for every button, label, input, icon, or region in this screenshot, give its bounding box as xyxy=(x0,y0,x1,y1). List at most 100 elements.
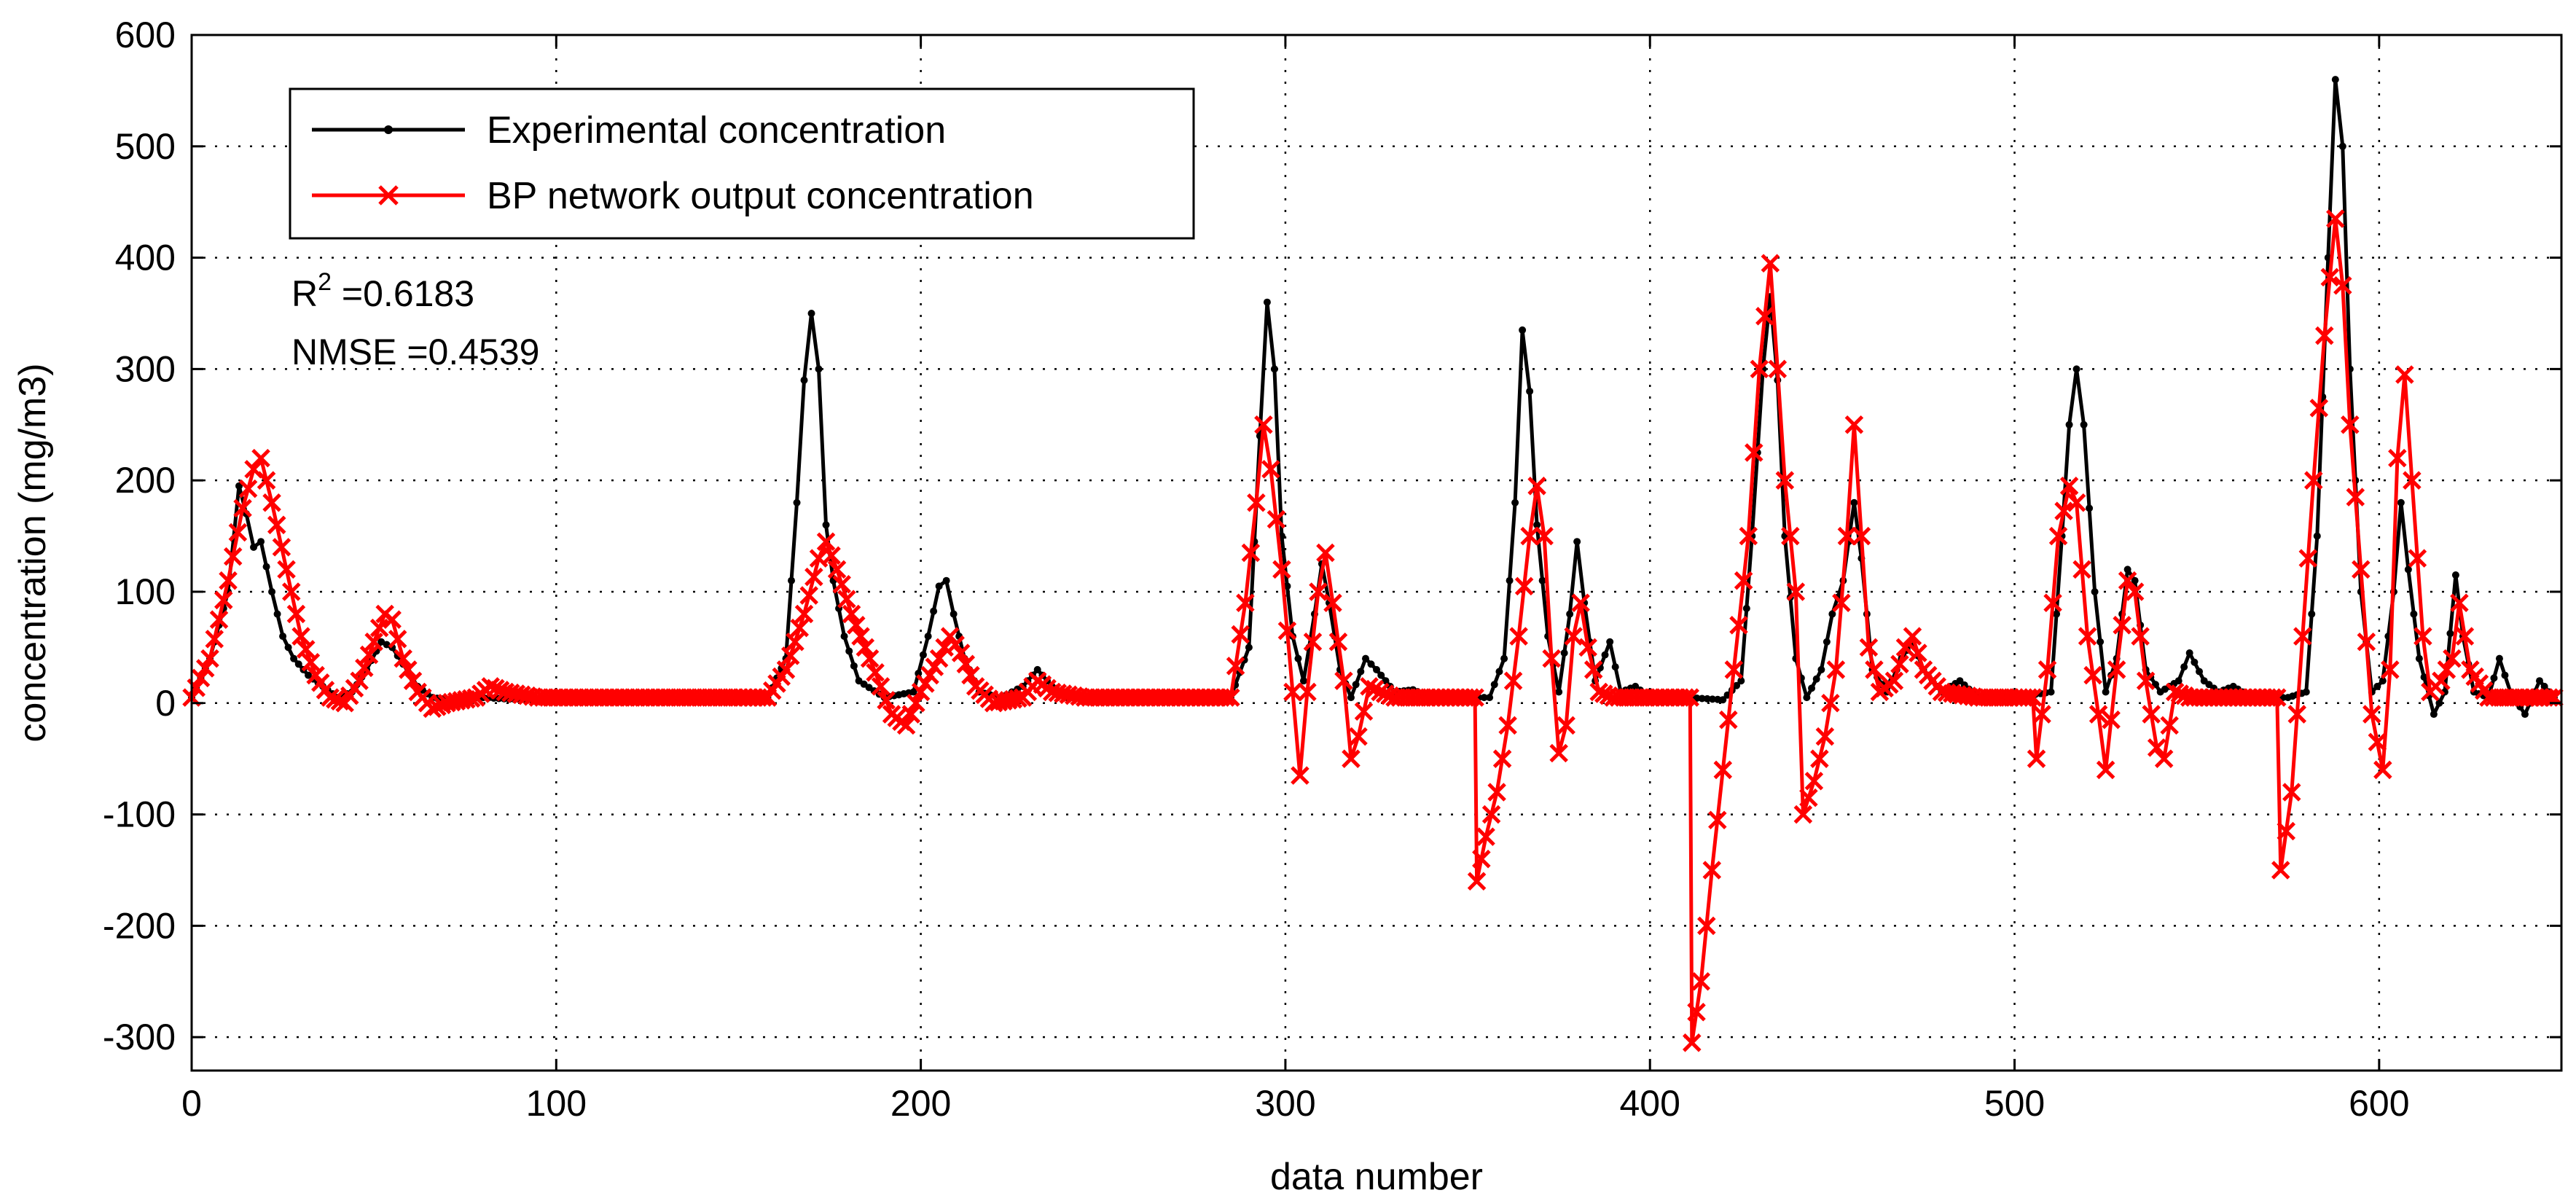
bp-point xyxy=(1492,749,1512,768)
experimental-point xyxy=(1808,684,1816,692)
experimental-point xyxy=(850,662,858,670)
bp-point xyxy=(2118,571,2137,590)
bp-point xyxy=(816,532,836,551)
experimental-point xyxy=(1606,638,1614,646)
nmse-annotation: NMSE =0.4539 xyxy=(291,332,539,372)
bp-point xyxy=(2170,684,2190,703)
experimental-point xyxy=(1263,298,1271,306)
bp-point xyxy=(403,671,423,690)
bp-point xyxy=(2432,671,2451,690)
bp-point xyxy=(281,582,301,601)
experimental-point xyxy=(2397,498,2405,506)
experimental-point xyxy=(1850,498,1858,506)
bp-point xyxy=(200,649,219,668)
experimental-point xyxy=(1817,665,1825,673)
experimental-point xyxy=(2540,682,2548,690)
bp-point xyxy=(228,523,248,542)
experimental-point xyxy=(1382,677,1390,685)
experimental-point xyxy=(2501,671,2509,679)
bp-point xyxy=(1734,571,1753,590)
experimental-point xyxy=(2331,76,2339,84)
bp-point xyxy=(2326,209,2345,228)
bp-point xyxy=(1291,766,1309,785)
experimental-point xyxy=(1033,665,1041,673)
bp-point xyxy=(1520,526,1539,546)
experimental-point xyxy=(1283,582,1291,590)
bp-point xyxy=(832,575,851,594)
y-tick-label: -100 xyxy=(103,794,176,835)
bp-point xyxy=(2304,471,2323,490)
bp-point xyxy=(369,618,389,638)
bp-point xyxy=(1884,671,1904,690)
x-tick-label: 100 xyxy=(526,1083,587,1124)
bp-point xyxy=(1527,477,1546,496)
experimental-point xyxy=(1828,610,1836,618)
experimental-point xyxy=(1490,681,1498,689)
bp-point xyxy=(2037,660,2057,679)
experimental-point xyxy=(284,643,292,652)
experimental-point xyxy=(2191,658,2199,666)
bp-point xyxy=(794,604,814,624)
experimental-point xyxy=(1299,677,1307,685)
bp-point xyxy=(355,658,374,678)
bp-point xyxy=(481,677,501,696)
bp-point xyxy=(1283,682,1302,702)
bp-point xyxy=(804,567,823,587)
bp-point xyxy=(1729,616,1748,635)
y-tick-label: 200 xyxy=(115,460,176,501)
bp-point xyxy=(1503,671,1523,690)
experimental-point xyxy=(1495,668,1503,676)
bp-point xyxy=(856,638,875,657)
experimental-point xyxy=(909,688,917,696)
bp-point xyxy=(2282,783,2301,802)
experimental-point xyxy=(915,670,923,678)
y-axis-label: concentration (mg/m3) xyxy=(12,363,54,742)
bp-point xyxy=(2437,660,2456,679)
experimental-point xyxy=(1538,576,1546,584)
bp-point xyxy=(1589,682,1608,702)
bp-point xyxy=(2125,582,2145,601)
bp-point xyxy=(2165,682,2185,702)
experimental-point xyxy=(1367,660,1375,668)
experimental-point xyxy=(815,365,823,373)
grid-lines xyxy=(192,35,2561,1071)
bp-point xyxy=(2023,688,2043,707)
bp-point xyxy=(2136,671,2156,690)
experimental-point xyxy=(2065,420,2073,429)
bp-point xyxy=(1316,543,1335,563)
bp-point xyxy=(1594,684,1613,703)
bp-point xyxy=(1844,415,1864,434)
y-tick-label: 400 xyxy=(115,238,176,278)
r-squared-value: =0.6183 xyxy=(332,273,474,314)
bp-point xyxy=(296,640,316,659)
bp-point xyxy=(2072,560,2091,579)
bp-point xyxy=(847,616,866,635)
experimental-point xyxy=(2535,677,2543,685)
bp-point xyxy=(272,538,291,557)
experimental-point xyxy=(262,563,270,571)
experimental-point xyxy=(930,607,938,615)
experimental-point xyxy=(1566,610,1574,618)
bp-point xyxy=(1719,710,1738,729)
bp-point xyxy=(219,571,238,590)
bp-point xyxy=(1683,1033,1702,1052)
bp-point xyxy=(1724,660,1744,679)
bp-point xyxy=(1890,654,1909,674)
bp-point xyxy=(1804,771,1824,791)
bp-point xyxy=(1375,684,1395,703)
bp-point xyxy=(233,498,252,518)
experimental-point xyxy=(942,576,950,584)
bp-point xyxy=(2287,705,2307,724)
bp-point xyxy=(1371,682,1390,702)
y-tick-labels: -300 -200 -100 0 100 200 300 400 500 600 xyxy=(103,15,176,1057)
experimental-point xyxy=(268,587,276,595)
bp-point xyxy=(940,627,960,646)
bp-point xyxy=(364,632,383,652)
bp-point xyxy=(1476,827,1495,846)
bp-point xyxy=(2027,749,2046,768)
experimental-point xyxy=(1361,654,1369,662)
bp-point xyxy=(866,662,885,682)
experimental-point xyxy=(788,576,796,584)
series-layer xyxy=(182,76,2564,1052)
experimental-point xyxy=(1377,671,1385,679)
